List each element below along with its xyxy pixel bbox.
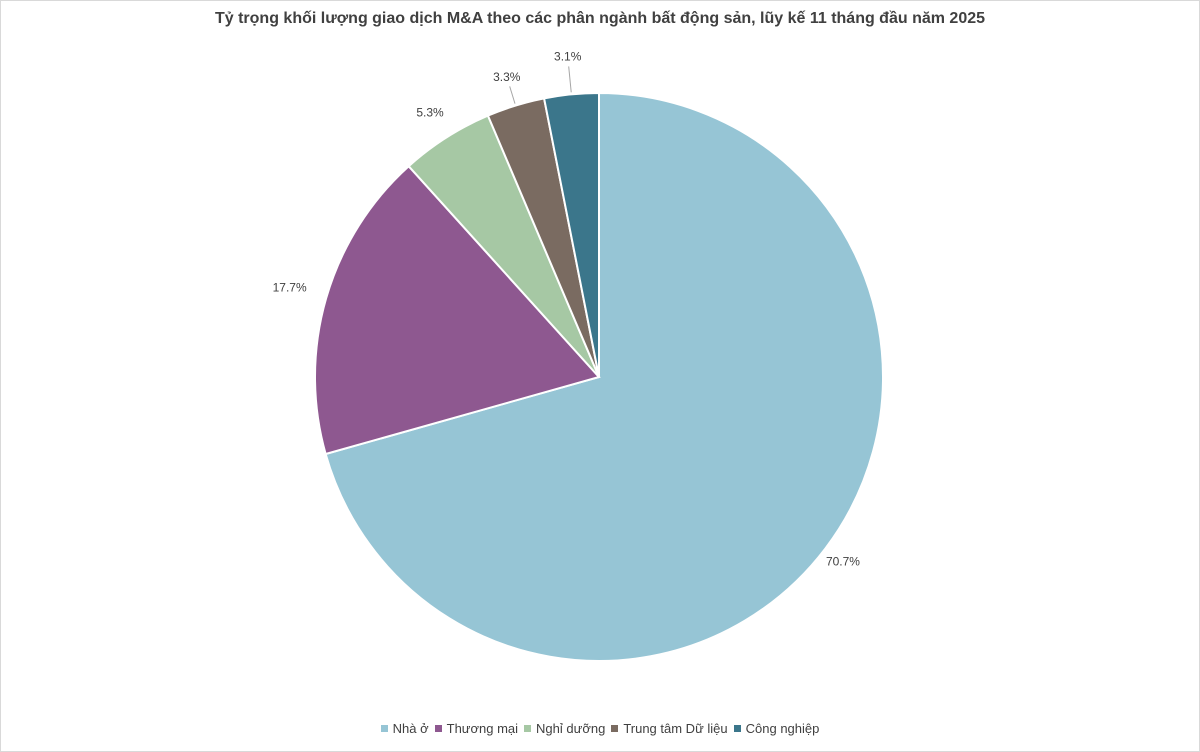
legend-item-thuong-mai: Thương mại (434, 721, 519, 736)
data-label-nghi-duong: 5.3% (416, 105, 444, 119)
slice-cong-nghiep (542, 91, 600, 378)
data-label-nha-o: 70.7% (826, 555, 860, 569)
data-label-thuong-mai: 17.7% (273, 281, 307, 295)
legend-label: Công nghiệp (745, 721, 820, 736)
legend-item-trung-tam-du-lieu: Trung tâm Dữ liệu (611, 721, 728, 736)
data-label-trung-tam-du-lieu: 3.3% (493, 70, 521, 84)
leader-line-cong-nghiep (568, 66, 572, 93)
legend-swatch (524, 725, 532, 733)
legend-swatch (434, 725, 442, 733)
legend-swatch (733, 725, 741, 733)
legend-item-nha-o: Nhà ở (380, 721, 429, 736)
legend: Nhà ở Thương mại Nghỉ dưỡng Trung tâm Dữ li… (0, 721, 1200, 736)
leader-line-trung-tam-du-lieu (509, 86, 516, 104)
legend-swatch (611, 725, 619, 733)
legend-label: Nghỉ dưỡng (536, 721, 606, 736)
legend-item-cong-nghiep: Công nghiệp (733, 721, 820, 736)
legend-label: Thương mại (446, 721, 519, 736)
data-label-cong-nghiep: 3.1% (554, 50, 582, 64)
legend-label: Nhà ở (392, 721, 429, 736)
slice-nha-o (324, 91, 884, 662)
legend-swatch (380, 725, 388, 733)
slice-thuong-mai (314, 164, 601, 456)
legend-item-nghi-duong: Nghỉ dưỡng (524, 721, 605, 736)
legend-label: Trung tâm Dữ liệu (623, 721, 728, 736)
chart-title: Tỷ trọng khối lượng giao dịch M&A theo c… (214, 10, 986, 27)
